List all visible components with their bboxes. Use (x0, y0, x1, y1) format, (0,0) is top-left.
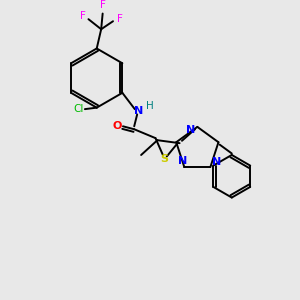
Text: N: N (186, 125, 196, 135)
Text: F: F (100, 0, 106, 10)
Text: F: F (117, 14, 122, 24)
Text: N: N (134, 106, 143, 116)
Text: H: H (146, 101, 154, 111)
Text: S: S (160, 154, 168, 164)
Text: N: N (212, 157, 221, 167)
Text: F: F (80, 11, 85, 21)
Text: Cl: Cl (74, 104, 84, 114)
Text: O: O (113, 121, 122, 131)
Text: N: N (178, 155, 188, 166)
